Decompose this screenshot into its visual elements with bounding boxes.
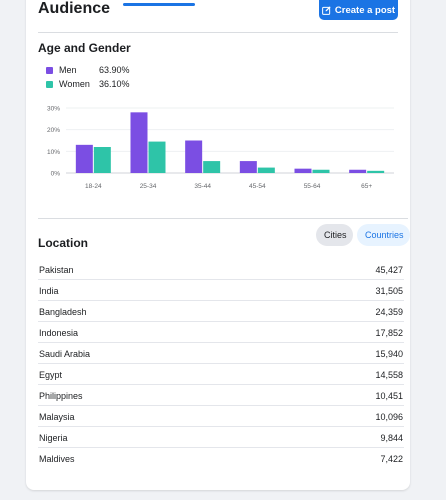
table-row: Pakistan 45,427 [38,260,404,280]
country-count: 10,451 [375,390,403,401]
active-tab-indicator [123,3,195,6]
create-post-button[interactable]: Create a post [319,0,398,20]
bar-men-25-34[interactable] [130,112,148,173]
y-tick-label: 10% [47,149,60,156]
country-count: 24,359 [375,306,403,317]
country-name: Saudi Arabia [39,348,91,359]
bar-men-65+[interactable] [349,169,367,173]
country-name: Egypt [39,369,63,380]
bar-women-55-64[interactable] [312,169,330,173]
bar-men-35-44[interactable] [185,140,203,174]
legend-value: 36.10% [99,79,130,89]
age-gender-chart-svg: 0% 10% 20% 30% 18-24 25-34 35-44 45-54 55-64 65+ [47,106,394,190]
section-divider [38,218,408,219]
y-tick-label: 30% [47,106,60,113]
bar-men-55-64[interactable] [294,168,312,173]
table-row: Indonesia 17,852 [38,323,404,343]
country-name: Bangladesh [39,306,87,317]
location-list: Pakistan 45,427 India 31,505 Bangladesh 24,35… [38,260,404,470]
country-name: India [39,285,59,296]
edit-icon [322,5,331,15]
bar-women-65+[interactable] [367,170,385,173]
country-name: Malaysia [39,411,75,422]
country-name: Nigeria [39,432,68,443]
location-title: Location [38,236,88,250]
x-tick-label: 45-54 [249,183,266,190]
country-count: 7,422 [380,454,403,464]
country-count: 17,852 [375,327,403,338]
table-row: Saudi Arabia 15,940 [38,344,404,364]
audience-card: Audience Create a post Age and Gender Me… [26,0,410,490]
table-row: India 31,505 [38,281,404,301]
x-tick-label: 55-64 [304,183,321,190]
bar-women-18-24[interactable] [93,147,111,173]
y-tick-label: 0% [51,171,61,178]
tab-cities[interactable]: Cities [316,224,353,246]
audience-header: Audience Create a post [38,0,398,33]
table-row: Bangladesh 24,359 [38,302,404,322]
country-name: Pakistan [39,264,74,275]
legend-item-men: Men 63.90% [46,63,130,77]
country-count: 10,096 [375,411,403,422]
country-count: 15,940 [375,348,403,359]
gender-legend: Men 63.90% Women 36.10% [46,63,130,91]
country-count: 9,844 [380,432,403,443]
country-name: Maldives [39,454,75,464]
bar-women-25-34[interactable] [148,141,166,173]
legend-label: Women [59,79,90,89]
men-swatch [46,66,53,74]
table-row: Nigeria 9,844 [38,428,404,448]
table-row: Philippines 10,451 [38,386,404,406]
x-tick-label: 18-24 [85,183,102,190]
country-name: Indonesia [39,327,79,338]
age-gender-title: Age and Gender [38,41,131,55]
country-count: 45,427 [375,264,403,275]
x-tick-label: 65+ [361,183,372,190]
table-row: Egypt 14,558 [38,365,404,385]
table-row: Maldives 7,422 [38,449,404,469]
y-tick-label: 20% [47,127,60,134]
page-title: Audience [38,0,111,17]
country-name: Philippines [39,390,83,401]
country-count: 31,505 [375,285,403,296]
bar-women-45-54[interactable] [257,167,275,173]
legend-item-women: Women 36.10% [46,77,130,91]
bar-men-18-24[interactable] [75,144,93,173]
x-tick-label: 25-34 [140,183,157,190]
women-swatch [46,80,53,88]
legend-label: Men [59,65,77,75]
legend-value: 63.90% [99,65,130,75]
age-gender-chart: 0% 10% 20% 30% 18-24 25-34 35-44 45-54 55-64 65+ [38,100,398,196]
x-tick-label: 35-44 [194,183,211,190]
country-count: 14,558 [375,369,403,380]
create-post-label: Create a post [334,4,396,16]
bar-women-35-44[interactable] [203,161,221,173]
table-row: Malaysia 10,096 [38,407,404,427]
tab-countries[interactable]: Countries [357,224,410,246]
bar-men-45-54[interactable] [239,161,257,173]
